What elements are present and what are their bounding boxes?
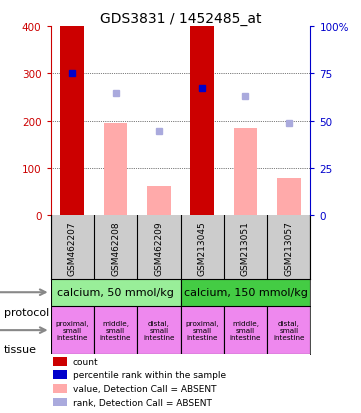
Text: count: count	[73, 357, 98, 366]
Text: percentile rank within the sample: percentile rank within the sample	[73, 370, 226, 380]
Bar	[53, 384, 68, 393]
Bar	[60, 27, 84, 216]
Text: GSM213045: GSM213045	[198, 221, 206, 275]
Text: distal,
small
intestine: distal, small intestine	[143, 320, 175, 340]
Text: calcium, 50 mmol/kg: calcium, 50 mmol/kg	[57, 287, 174, 297]
Text: middle,
small
intestine: middle, small intestine	[100, 320, 131, 340]
Text: GSM213057: GSM213057	[284, 221, 293, 276]
Text: GSM462209: GSM462209	[155, 221, 163, 275]
Text: GSM213051: GSM213051	[241, 221, 250, 276]
Bar	[51, 306, 94, 355]
Text: proximal,
small
intestine: proximal, small intestine	[56, 320, 89, 340]
Text: rank, Detection Call = ABSENT: rank, Detection Call = ABSENT	[73, 398, 212, 406]
Text: calcium, 150 mmol/kg: calcium, 150 mmol/kg	[183, 287, 308, 297]
Text: proximal,
small
intestine: proximal, small intestine	[186, 320, 219, 340]
Bar	[180, 279, 310, 306]
Bar	[137, 306, 180, 355]
Bar	[94, 306, 137, 355]
Text: middle,
small
intestine: middle, small intestine	[230, 320, 261, 340]
Text: tissue: tissue	[4, 344, 36, 354]
Title: GDS3831 / 1452485_at: GDS3831 / 1452485_at	[100, 12, 261, 26]
Bar	[234, 128, 257, 216]
Bar	[224, 306, 267, 355]
Bar	[267, 306, 310, 355]
Bar	[53, 398, 68, 406]
Text: value, Detection Call = ABSENT: value, Detection Call = ABSENT	[73, 384, 216, 393]
Bar	[53, 370, 68, 379]
Bar	[190, 27, 214, 216]
Bar	[104, 124, 127, 216]
Text: protocol: protocol	[4, 307, 49, 317]
Text: GSM462208: GSM462208	[111, 221, 120, 275]
Text: distal,
small
intestine: distal, small intestine	[273, 320, 305, 340]
Bar	[180, 306, 224, 355]
Bar	[51, 279, 180, 306]
Text: GSM462207: GSM462207	[68, 221, 77, 275]
Bar	[277, 178, 301, 216]
Bar	[53, 357, 68, 366]
Bar	[147, 186, 171, 216]
